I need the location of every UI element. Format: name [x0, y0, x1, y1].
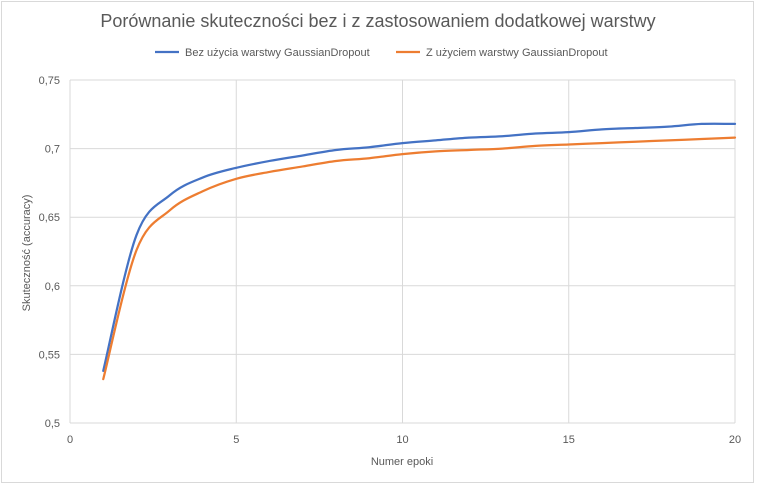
legend-label: Bez użycia warstwy GaussianDropout	[185, 47, 370, 59]
series-line-2	[102, 136, 737, 381]
legend-item-1: Bez użycia warstwy GaussianDropout	[155, 47, 370, 59]
legend-label: Z użyciem warstwy GaussianDropout	[426, 47, 608, 59]
y-axis-title: Skuteczność (accuracy)	[21, 195, 33, 312]
x-axis-title: Numer epoki	[371, 456, 433, 468]
y-tick-label: 0,55	[39, 349, 60, 361]
y-tick-label: 0,75	[39, 75, 60, 87]
y-tick-label: 0,5	[45, 418, 60, 430]
y-tick-label: 0,6	[45, 281, 60, 293]
x-tick-label: 0	[67, 434, 73, 446]
gridlines	[69, 79, 736, 424]
legend: Bez użycia warstwy GaussianDropout Z użyc…	[155, 47, 608, 59]
y-axis-tick-labels: 0,5 0,55 0,6 0,65 0,7 0,75	[39, 75, 60, 430]
series-lines	[102, 122, 737, 381]
chart-title: Porównanie skuteczności bez i z zastosow…	[100, 11, 655, 31]
x-tick-label: 5	[233, 434, 239, 446]
x-tick-label: 10	[396, 434, 408, 446]
y-tick-label: 0,7	[45, 144, 60, 156]
x-tick-label: 15	[563, 434, 575, 446]
y-tick-label: 0,65	[39, 212, 60, 224]
x-axis-tick-labels: 0 5 10 15 20	[67, 434, 741, 446]
x-tick-label: 20	[729, 434, 741, 446]
legend-item-2: Z użyciem warstwy GaussianDropout	[396, 47, 608, 59]
series-line-1	[102, 122, 737, 372]
